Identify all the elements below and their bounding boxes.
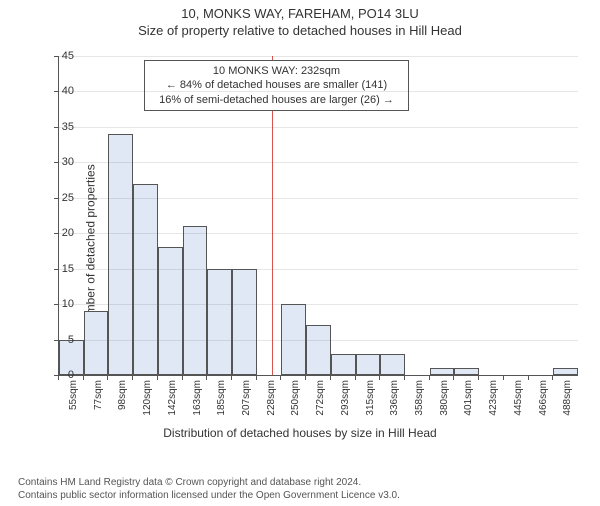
bar	[207, 269, 232, 375]
grid-line	[59, 269, 578, 270]
ytick-label: 5	[46, 334, 74, 346]
xtick-mark	[478, 375, 479, 380]
bar	[356, 354, 381, 375]
xtick-label: 401sqm	[463, 380, 474, 420]
bar	[553, 368, 578, 375]
annotation-line2: ← 84% of detached houses are smaller (14…	[151, 78, 402, 92]
xtick-mark	[83, 375, 84, 380]
bar	[133, 184, 158, 375]
page-subtitle: Size of property relative to detached ho…	[0, 23, 600, 38]
xtick-label: 185sqm	[216, 380, 227, 420]
xtick-label: 228sqm	[266, 380, 277, 420]
xtick-label: 380sqm	[439, 380, 450, 420]
xtick-mark	[528, 375, 529, 380]
ytick-label: 10	[46, 298, 74, 310]
bar	[183, 226, 208, 375]
annotation-box: 10 MONKS WAY: 232sqm ← 84% of detached h…	[144, 60, 409, 111]
page-title: 10, MONKS WAY, FAREHAM, PO14 3LU	[0, 6, 600, 21]
xtick-label: 423sqm	[488, 380, 499, 420]
xtick-label: 250sqm	[290, 380, 301, 420]
xtick-label: 77sqm	[93, 380, 104, 420]
grid-line	[59, 233, 578, 234]
annotation-line1: 10 MONKS WAY: 232sqm	[151, 64, 402, 78]
xtick-label: 120sqm	[142, 380, 153, 420]
bar	[306, 325, 331, 375]
xtick-mark	[330, 375, 331, 380]
xtick-mark	[404, 375, 405, 380]
ytick-label: 35	[46, 121, 74, 133]
xtick-label: 142sqm	[167, 380, 178, 420]
grid-line	[59, 340, 578, 341]
xtick-mark	[157, 375, 158, 380]
grid-line	[59, 91, 578, 92]
bar	[430, 368, 455, 375]
xtick-mark	[132, 375, 133, 380]
ytick-label: 30	[46, 156, 74, 168]
grid-line	[59, 198, 578, 199]
ytick-label: 15	[46, 263, 74, 275]
xtick-mark	[182, 375, 183, 380]
xtick-mark	[379, 375, 380, 380]
xtick-label: 358sqm	[414, 380, 425, 420]
xtick-mark	[355, 375, 356, 380]
xtick-mark	[231, 375, 232, 380]
x-axis-label: Distribution of detached houses by size …	[0, 426, 600, 440]
bar	[232, 269, 257, 375]
xtick-label: 466sqm	[538, 380, 549, 420]
xtick-label: 445sqm	[513, 380, 524, 420]
footer-line2: Contains public sector information licen…	[18, 489, 400, 502]
xtick-mark	[206, 375, 207, 380]
xtick-mark	[429, 375, 430, 380]
bar	[158, 247, 183, 375]
ytick-label: 25	[46, 192, 74, 204]
bar	[84, 311, 109, 375]
grid-line	[59, 162, 578, 163]
chart-container: Number of detached properties 10 MONKS W…	[0, 48, 600, 446]
xtick-label: 488sqm	[562, 380, 573, 420]
xtick-mark	[280, 375, 281, 380]
ytick-label: 20	[46, 227, 74, 239]
grid-line	[59, 127, 578, 128]
xtick-label: 55sqm	[68, 380, 79, 420]
grid-line	[59, 56, 578, 57]
footer-attribution: Contains HM Land Registry data © Crown c…	[18, 476, 400, 502]
xtick-mark	[58, 375, 59, 380]
footer-line1: Contains HM Land Registry data © Crown c…	[18, 476, 400, 489]
xtick-label: 98sqm	[117, 380, 128, 420]
bar	[331, 354, 356, 375]
xtick-label: 315sqm	[365, 380, 376, 420]
bar	[380, 354, 405, 375]
xtick-label: 293sqm	[340, 380, 351, 420]
xtick-mark	[503, 375, 504, 380]
annotation-line3: 16% of semi-detached houses are larger (…	[151, 93, 402, 107]
bar	[454, 368, 479, 375]
xtick-mark	[107, 375, 108, 380]
xtick-label: 207sqm	[241, 380, 252, 420]
xtick-label: 336sqm	[389, 380, 400, 420]
grid-line	[59, 304, 578, 305]
xtick-mark	[256, 375, 257, 380]
ytick-label: 45	[46, 50, 74, 62]
plot-area: 10 MONKS WAY: 232sqm ← 84% of detached h…	[58, 56, 578, 376]
xtick-label: 272sqm	[315, 380, 326, 420]
ytick-label: 40	[46, 85, 74, 97]
xtick-mark	[552, 375, 553, 380]
xtick-label: 163sqm	[192, 380, 203, 420]
xtick-mark	[453, 375, 454, 380]
xtick-mark	[305, 375, 306, 380]
